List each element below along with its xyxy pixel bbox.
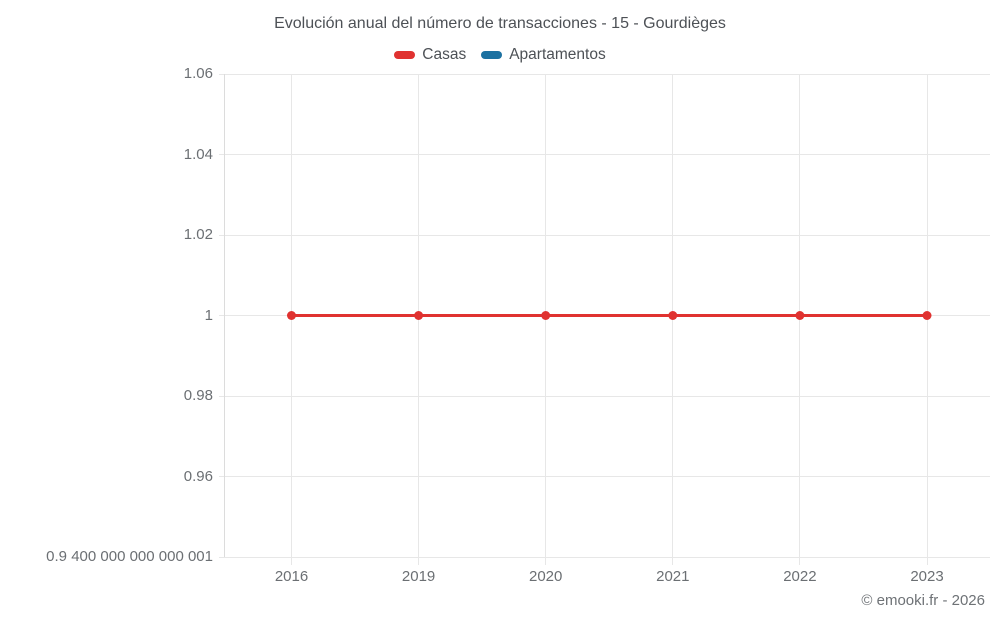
y-gridline [219, 154, 990, 155]
y-gridline [219, 476, 990, 477]
apartamentos-legend-label: Apartamentos [509, 46, 606, 63]
y-axis-tick-label: 1.06 [183, 65, 213, 82]
data-point[interactable] [541, 311, 551, 320]
y-axis-line [224, 74, 225, 557]
chart-title: Evolución anual del número de transaccio… [274, 15, 726, 32]
y-axis-tick-label: 0.98 [183, 387, 213, 404]
apartamentos-legend-swatch-icon [481, 51, 503, 59]
x-axis-tick-label: 2023 [910, 568, 944, 585]
y-gridline [219, 395, 990, 397]
y-axis-tick-label: 1.04 [183, 145, 213, 163]
data-point[interactable] [668, 311, 678, 320]
y-axis-tick-label: 0.9 400 000 000 000 001 [46, 548, 213, 565]
x-axis-tick-label: 2022 [783, 568, 817, 585]
data-point[interactable] [795, 311, 805, 320]
casas-legend-swatch-icon [394, 51, 416, 59]
y-axis-tick-label: 0.96 [183, 467, 213, 485]
x-axis-tick-label: 2019 [401, 568, 436, 585]
legend-item-apartamentos[interactable]: Apartamentos [481, 46, 606, 64]
x-axis-tick-label: 2016 [274, 568, 309, 585]
y-axis-tick-label: 1 [204, 306, 213, 324]
casas-legend-label: Casas [422, 46, 467, 63]
data-point[interactable] [414, 311, 424, 320]
x-axis-tick-label: 2021 [656, 568, 690, 585]
y-gridline [219, 73, 990, 75]
y-gridline [219, 556, 990, 558]
y-gridline [219, 315, 990, 316]
copyright-watermark: © emooki.fr - 2026 [861, 592, 985, 609]
y-axis-tick-label: 1.02 [183, 226, 213, 243]
data-point[interactable] [287, 311, 296, 320]
legend-item-casas[interactable]: Casas [394, 46, 466, 64]
chart-legend: Casas Apartamentos [0, 46, 1000, 64]
data-point[interactable] [922, 311, 932, 320]
y-gridline [219, 234, 990, 236]
x-axis-tick-label: 2020 [529, 568, 563, 585]
